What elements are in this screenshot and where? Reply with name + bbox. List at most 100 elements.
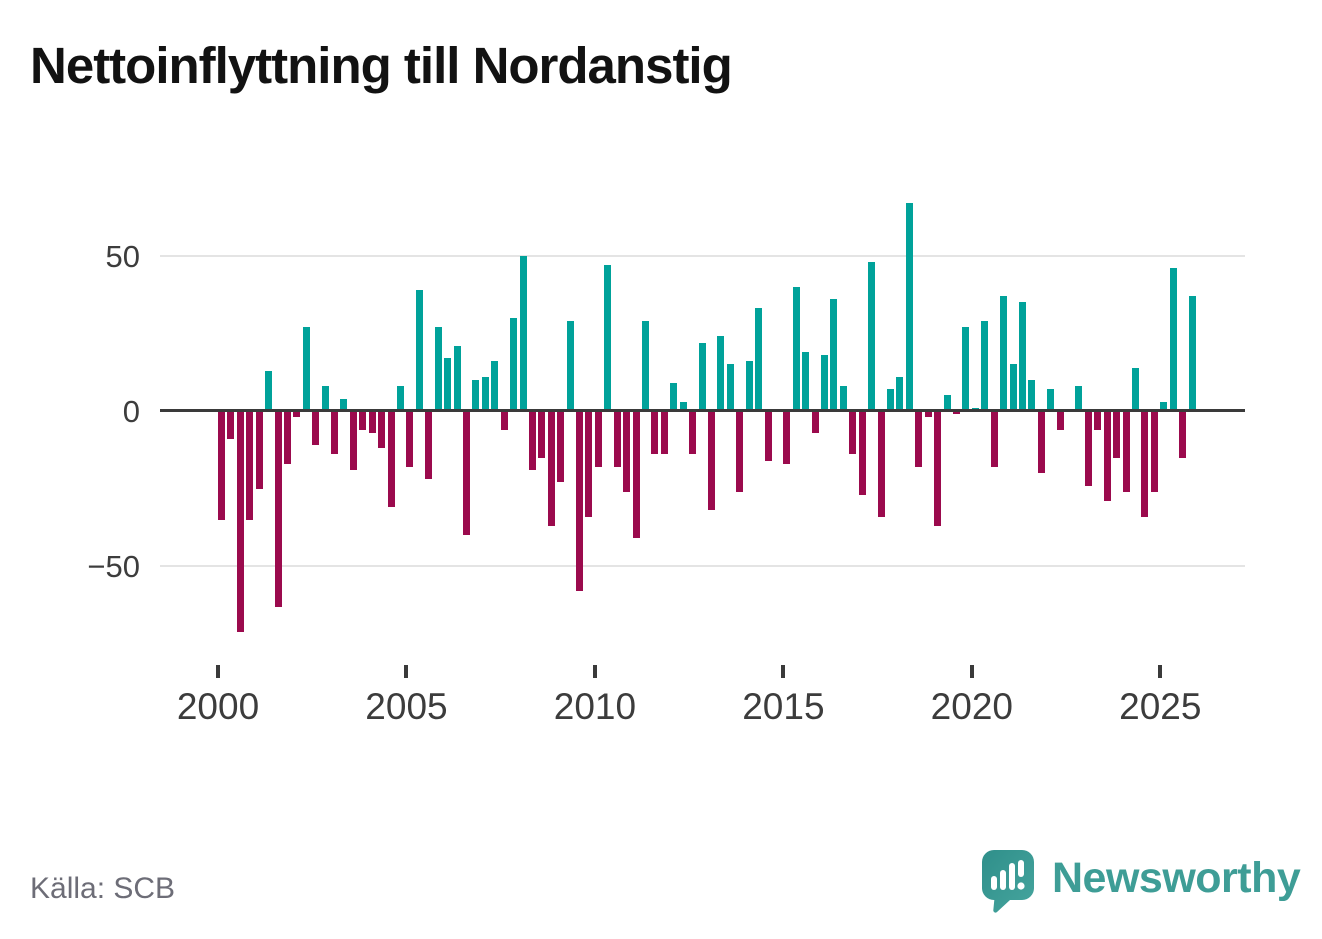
x-axis-label: 2025 — [1119, 686, 1202, 727]
bar — [651, 411, 659, 455]
bar — [491, 361, 499, 411]
bar — [981, 320, 989, 411]
bar — [623, 411, 631, 492]
x-axis-label: 2015 — [742, 686, 825, 727]
bar — [1047, 389, 1055, 411]
x-axis-label: 2010 — [553, 686, 637, 727]
bar — [415, 289, 423, 411]
bar — [1179, 411, 1187, 458]
bar — [1113, 411, 1121, 458]
bar — [557, 411, 565, 483]
bar — [811, 411, 819, 433]
newsworthy-logo: Newsworthy — [980, 848, 1301, 914]
bar — [397, 386, 405, 411]
bar — [425, 411, 433, 480]
bar — [755, 308, 763, 411]
bar — [312, 411, 320, 446]
bar — [585, 411, 593, 517]
x-axis-tick — [969, 665, 974, 678]
bar — [604, 264, 612, 411]
bar — [905, 202, 913, 411]
bar — [1000, 296, 1008, 411]
x-axis-tick — [592, 665, 597, 678]
newsworthy-logo-text: Newsworthy — [1052, 854, 1301, 902]
bar — [962, 327, 970, 411]
bar — [943, 395, 951, 411]
bar — [1094, 411, 1102, 430]
bar — [274, 411, 282, 607]
bar — [839, 386, 847, 411]
bar — [1009, 364, 1017, 411]
bar — [1037, 411, 1045, 474]
bar — [1169, 268, 1177, 411]
bar — [406, 411, 414, 467]
bar — [726, 364, 734, 411]
bar — [792, 286, 800, 411]
bar — [349, 411, 357, 471]
bar — [444, 358, 452, 411]
bar — [990, 411, 998, 467]
bar — [821, 355, 829, 411]
bar — [528, 411, 536, 471]
bar — [1028, 379, 1036, 411]
newsworthy-logo-icon — [982, 850, 1034, 913]
bar — [1150, 411, 1158, 492]
bar — [849, 411, 857, 455]
bar — [877, 411, 885, 517]
bar — [689, 411, 697, 455]
y-axis-label: 50 — [105, 238, 140, 274]
x-axis-label: 2000 — [176, 686, 260, 727]
bar — [236, 411, 244, 632]
bar — [934, 411, 942, 526]
bar — [887, 389, 895, 411]
x-axis-tick — [1158, 665, 1163, 678]
bar — [858, 411, 866, 495]
source-label: Källa: SCB — [30, 872, 176, 905]
bar — [453, 345, 461, 411]
bar — [519, 255, 527, 411]
bar — [896, 376, 904, 411]
bar — [764, 411, 772, 461]
bar — [340, 398, 348, 411]
bar — [302, 327, 310, 411]
bar — [952, 411, 960, 415]
bar — [359, 411, 367, 430]
bar — [642, 320, 650, 411]
bar — [331, 411, 339, 455]
bar — [481, 376, 489, 411]
bar — [387, 411, 395, 508]
bar — [378, 411, 386, 449]
bar — [1132, 367, 1140, 411]
bar — [246, 411, 254, 520]
bar — [830, 299, 838, 411]
gridline-50 — [160, 254, 1245, 257]
bar — [472, 379, 480, 411]
bar — [1160, 401, 1168, 411]
bar — [1075, 386, 1083, 411]
bar — [283, 411, 291, 464]
bar — [547, 411, 555, 526]
bar — [745, 361, 753, 411]
x-axis-label: 2020 — [930, 686, 1013, 727]
bar — [802, 351, 810, 411]
bar — [576, 411, 584, 592]
x-axis-label: 2005 — [365, 686, 448, 727]
bar — [368, 411, 376, 433]
zero-axis-line — [160, 409, 1245, 412]
bar — [679, 401, 687, 411]
bar — [1141, 411, 1149, 517]
bar — [538, 411, 546, 458]
chart-title: Nettoinflyttning till Nordanstig — [30, 37, 733, 94]
x-axis-tick — [404, 665, 409, 678]
bar — [717, 336, 725, 411]
bar — [632, 411, 640, 539]
y-axis-label: 0 — [122, 394, 140, 429]
bar — [434, 327, 442, 411]
bar — [566, 320, 574, 411]
bar — [1188, 296, 1196, 411]
y-axis-label: −50 — [87, 549, 140, 585]
bar — [915, 411, 923, 467]
bar — [255, 411, 263, 489]
bar — [321, 386, 329, 411]
